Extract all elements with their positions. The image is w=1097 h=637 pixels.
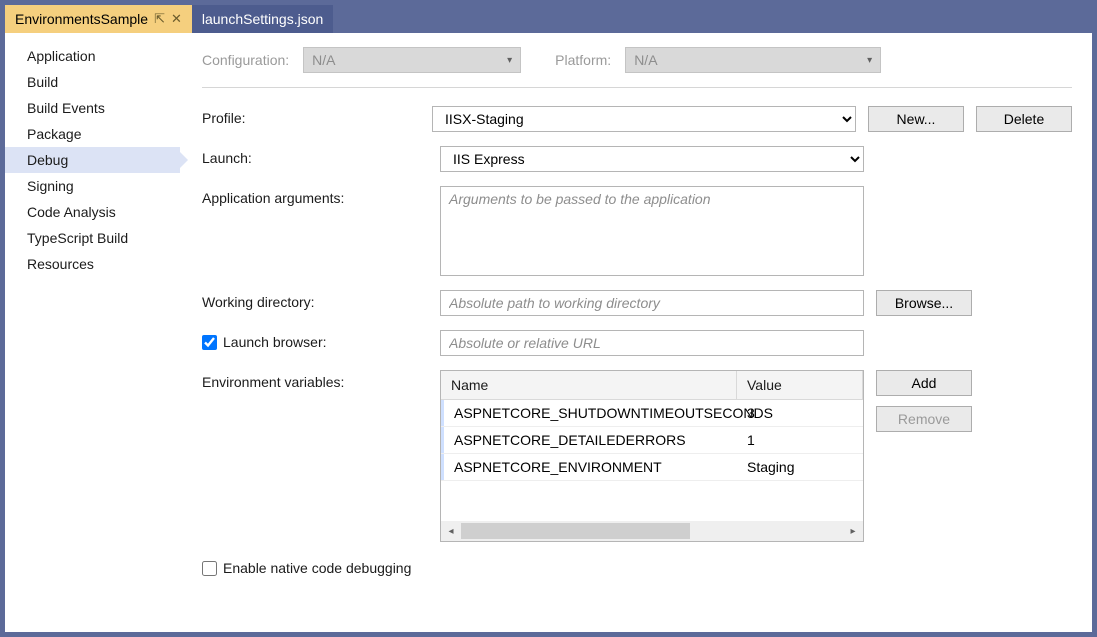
env-col-name[interactable]: Name <box>441 371 737 399</box>
working-dir-label: Working directory: <box>202 290 426 310</box>
sidebar-item-application[interactable]: Application <box>5 43 180 69</box>
sidebar-item-resources[interactable]: Resources <box>5 251 180 277</box>
env-name-cell[interactable]: ASPNETCORE_DETAILEDERRORS <box>441 427 737 453</box>
scroll-thumb[interactable] <box>461 523 690 539</box>
launch-label: Launch: <box>202 146 426 166</box>
native-debug-label: Enable native code debugging <box>202 556 411 576</box>
native-debug-checkbox[interactable] <box>202 561 217 576</box>
env-value-cell[interactable]: Staging <box>737 454 863 480</box>
env-vars-label: Environment variables: <box>202 370 426 390</box>
chevron-down-icon: ▾ <box>507 55 512 66</box>
env-col-value[interactable]: Value <box>737 371 863 399</box>
sidebar-item-package[interactable]: Package <box>5 121 180 147</box>
scroll-left-icon[interactable]: ◂ <box>441 526 461 537</box>
tab-bar: EnvironmentsSample ⇱ ✕ launchSettings.js… <box>5 5 1092 33</box>
pin-icon[interactable]: ⇱ <box>154 11 165 27</box>
env-name-cell[interactable]: ASPNETCORE_ENVIRONMENT <box>441 454 737 480</box>
launch-browser-url-input[interactable] <box>440 330 864 356</box>
table-row[interactable]: ASPNETCORE_SHUTDOWNTIMEOUTSECONDS3 <box>441 400 863 427</box>
profile-select[interactable]: IISX-Staging <box>432 106 856 132</box>
app-args-input[interactable] <box>440 186 864 276</box>
scroll-right-icon[interactable]: ▸ <box>843 526 863 537</box>
main-panel: Configuration: N/A ▾ Platform: N/A ▾ Pro… <box>180 33 1092 632</box>
delete-profile-button[interactable]: Delete <box>976 106 1072 132</box>
horizontal-scrollbar[interactable]: ◂ ▸ <box>441 521 863 541</box>
sidebar: ApplicationBuildBuild EventsPackageDebug… <box>5 33 180 632</box>
browse-button[interactable]: Browse... <box>876 290 972 316</box>
sidebar-item-signing[interactable]: Signing <box>5 173 180 199</box>
sidebar-item-debug[interactable]: Debug <box>5 147 180 173</box>
env-value-cell[interactable]: 1 <box>737 427 863 453</box>
app-args-label: Application arguments: <box>202 186 426 206</box>
env-vars-table[interactable]: Name Value ASPNETCORE_SHUTDOWNTIMEOUTSEC… <box>440 370 864 542</box>
chevron-down-icon: ▾ <box>867 55 872 66</box>
launch-select[interactable]: IIS Express <box>440 146 864 172</box>
working-dir-input[interactable] <box>440 290 864 316</box>
new-profile-button[interactable]: New... <box>868 106 964 132</box>
launch-browser-checkbox[interactable] <box>202 335 217 350</box>
tab-environments-sample[interactable]: EnvironmentsSample ⇱ ✕ <box>5 5 192 33</box>
platform-select: N/A ▾ <box>625 47 881 73</box>
configuration-select: N/A ▾ <box>303 47 521 73</box>
tab-label: launchSettings.json <box>202 11 323 27</box>
tab-launchsettings[interactable]: launchSettings.json <box>192 5 333 33</box>
tab-label: EnvironmentsSample <box>15 11 148 27</box>
env-name-cell[interactable]: ASPNETCORE_SHUTDOWNTIMEOUTSECONDS <box>441 400 737 426</box>
close-icon[interactable]: ✕ <box>171 11 182 27</box>
sidebar-item-build[interactable]: Build <box>5 69 180 95</box>
env-value-cell[interactable]: 3 <box>737 400 863 426</box>
sidebar-item-typescript-build[interactable]: TypeScript Build <box>5 225 180 251</box>
platform-label: Platform: <box>555 52 611 68</box>
launch-browser-label: Launch browser: <box>202 330 426 350</box>
profile-label: Profile: <box>202 106 418 126</box>
sidebar-item-code-analysis[interactable]: Code Analysis <box>5 199 180 225</box>
remove-env-button[interactable]: Remove <box>876 406 972 432</box>
configuration-label: Configuration: <box>202 52 289 68</box>
table-row[interactable]: ASPNETCORE_ENVIRONMENTStaging <box>441 454 863 481</box>
sidebar-item-build-events[interactable]: Build Events <box>5 95 180 121</box>
add-env-button[interactable]: Add <box>876 370 972 396</box>
table-row[interactable]: ASPNETCORE_DETAILEDERRORS1 <box>441 427 863 454</box>
